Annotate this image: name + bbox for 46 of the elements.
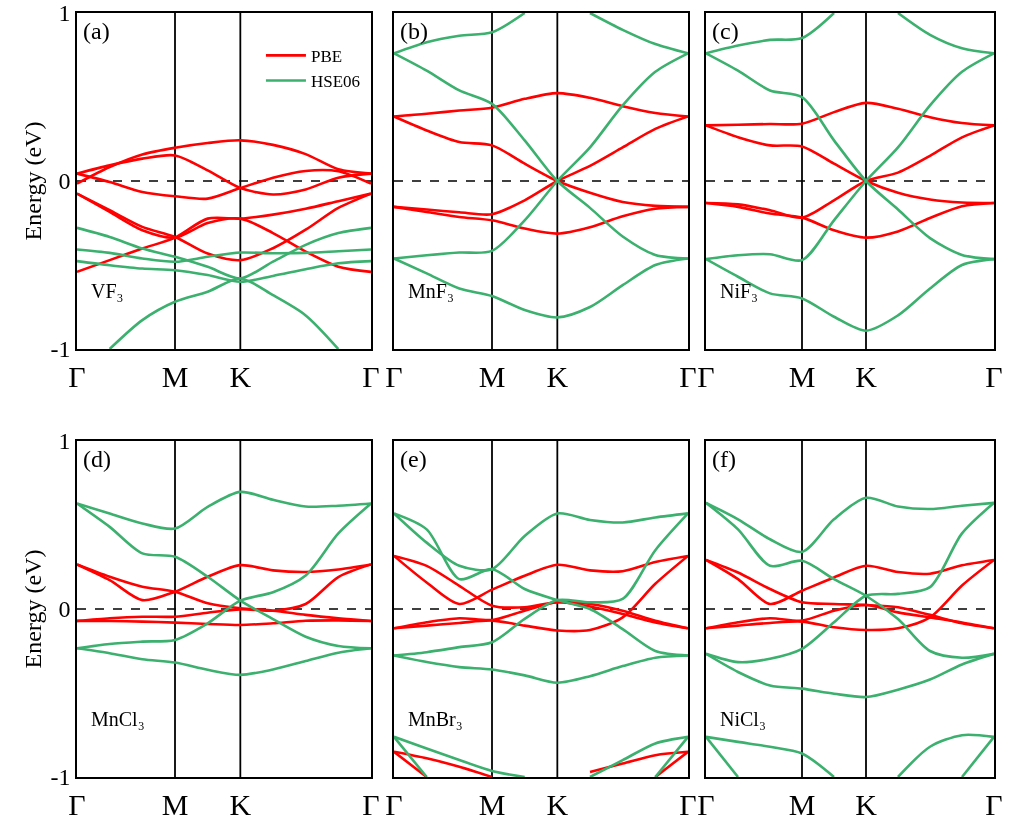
x-tick-label: K: [855, 787, 878, 821]
x-tick-label: Γ: [697, 787, 715, 821]
x-tick-label: K: [855, 359, 878, 393]
y-tick-label: 1: [58, 0, 71, 27]
x-tick-label: M: [161, 787, 189, 821]
annotation: NiF₃: [720, 280, 759, 302]
x-tick-label: Γ: [679, 359, 697, 393]
x-tick-label: M: [788, 359, 816, 393]
legend-label: PBE: [310, 46, 343, 66]
x-tick-label: M: [478, 359, 506, 393]
y-tick-label: -1: [50, 336, 71, 363]
y-axis-title: Energy (eV): [20, 549, 47, 669]
annotation: (b): [400, 18, 428, 44]
x-tick-label: Γ: [985, 359, 1003, 393]
x-tick-label: Γ: [679, 787, 697, 821]
y-tick-label: 1: [58, 428, 71, 455]
x-tick-label: K: [546, 359, 569, 393]
annotation: (d): [83, 446, 111, 472]
x-tick-label: Γ: [362, 787, 380, 821]
y-tick-label: 0: [58, 168, 71, 195]
x-tick-label: Γ: [362, 359, 380, 393]
y-tick-label: -1: [50, 764, 71, 791]
annotation: MnBr₃: [408, 708, 463, 730]
x-tick-label: Γ: [697, 359, 715, 393]
x-tick-label: M: [788, 787, 816, 821]
x-tick-label: K: [229, 787, 252, 821]
x-tick-label: Γ: [68, 359, 86, 393]
x-tick-label: Γ: [985, 787, 1003, 821]
x-tick-label: K: [229, 359, 252, 393]
annotation: MnF₃: [408, 280, 454, 302]
x-tick-label: Γ: [385, 359, 403, 393]
x-tick-label: M: [478, 787, 506, 821]
x-tick-label: M: [161, 359, 189, 393]
y-axis-title: Energy (eV): [20, 121, 47, 241]
annotation: (e): [400, 446, 427, 472]
x-tick-label: K: [546, 787, 569, 821]
x-tick-label: Γ: [68, 787, 86, 821]
annotation: VF₃: [91, 280, 124, 302]
annotation: (a): [83, 18, 110, 44]
annotation: NiCl₃: [720, 708, 766, 730]
x-tick-label: Γ: [385, 787, 403, 821]
annotation: (c): [712, 18, 739, 44]
legend-label: HSE06: [310, 72, 361, 92]
annotation: (f): [712, 446, 736, 472]
annotation: MnCl₃: [91, 708, 145, 730]
y-tick-label: 0: [58, 596, 71, 623]
